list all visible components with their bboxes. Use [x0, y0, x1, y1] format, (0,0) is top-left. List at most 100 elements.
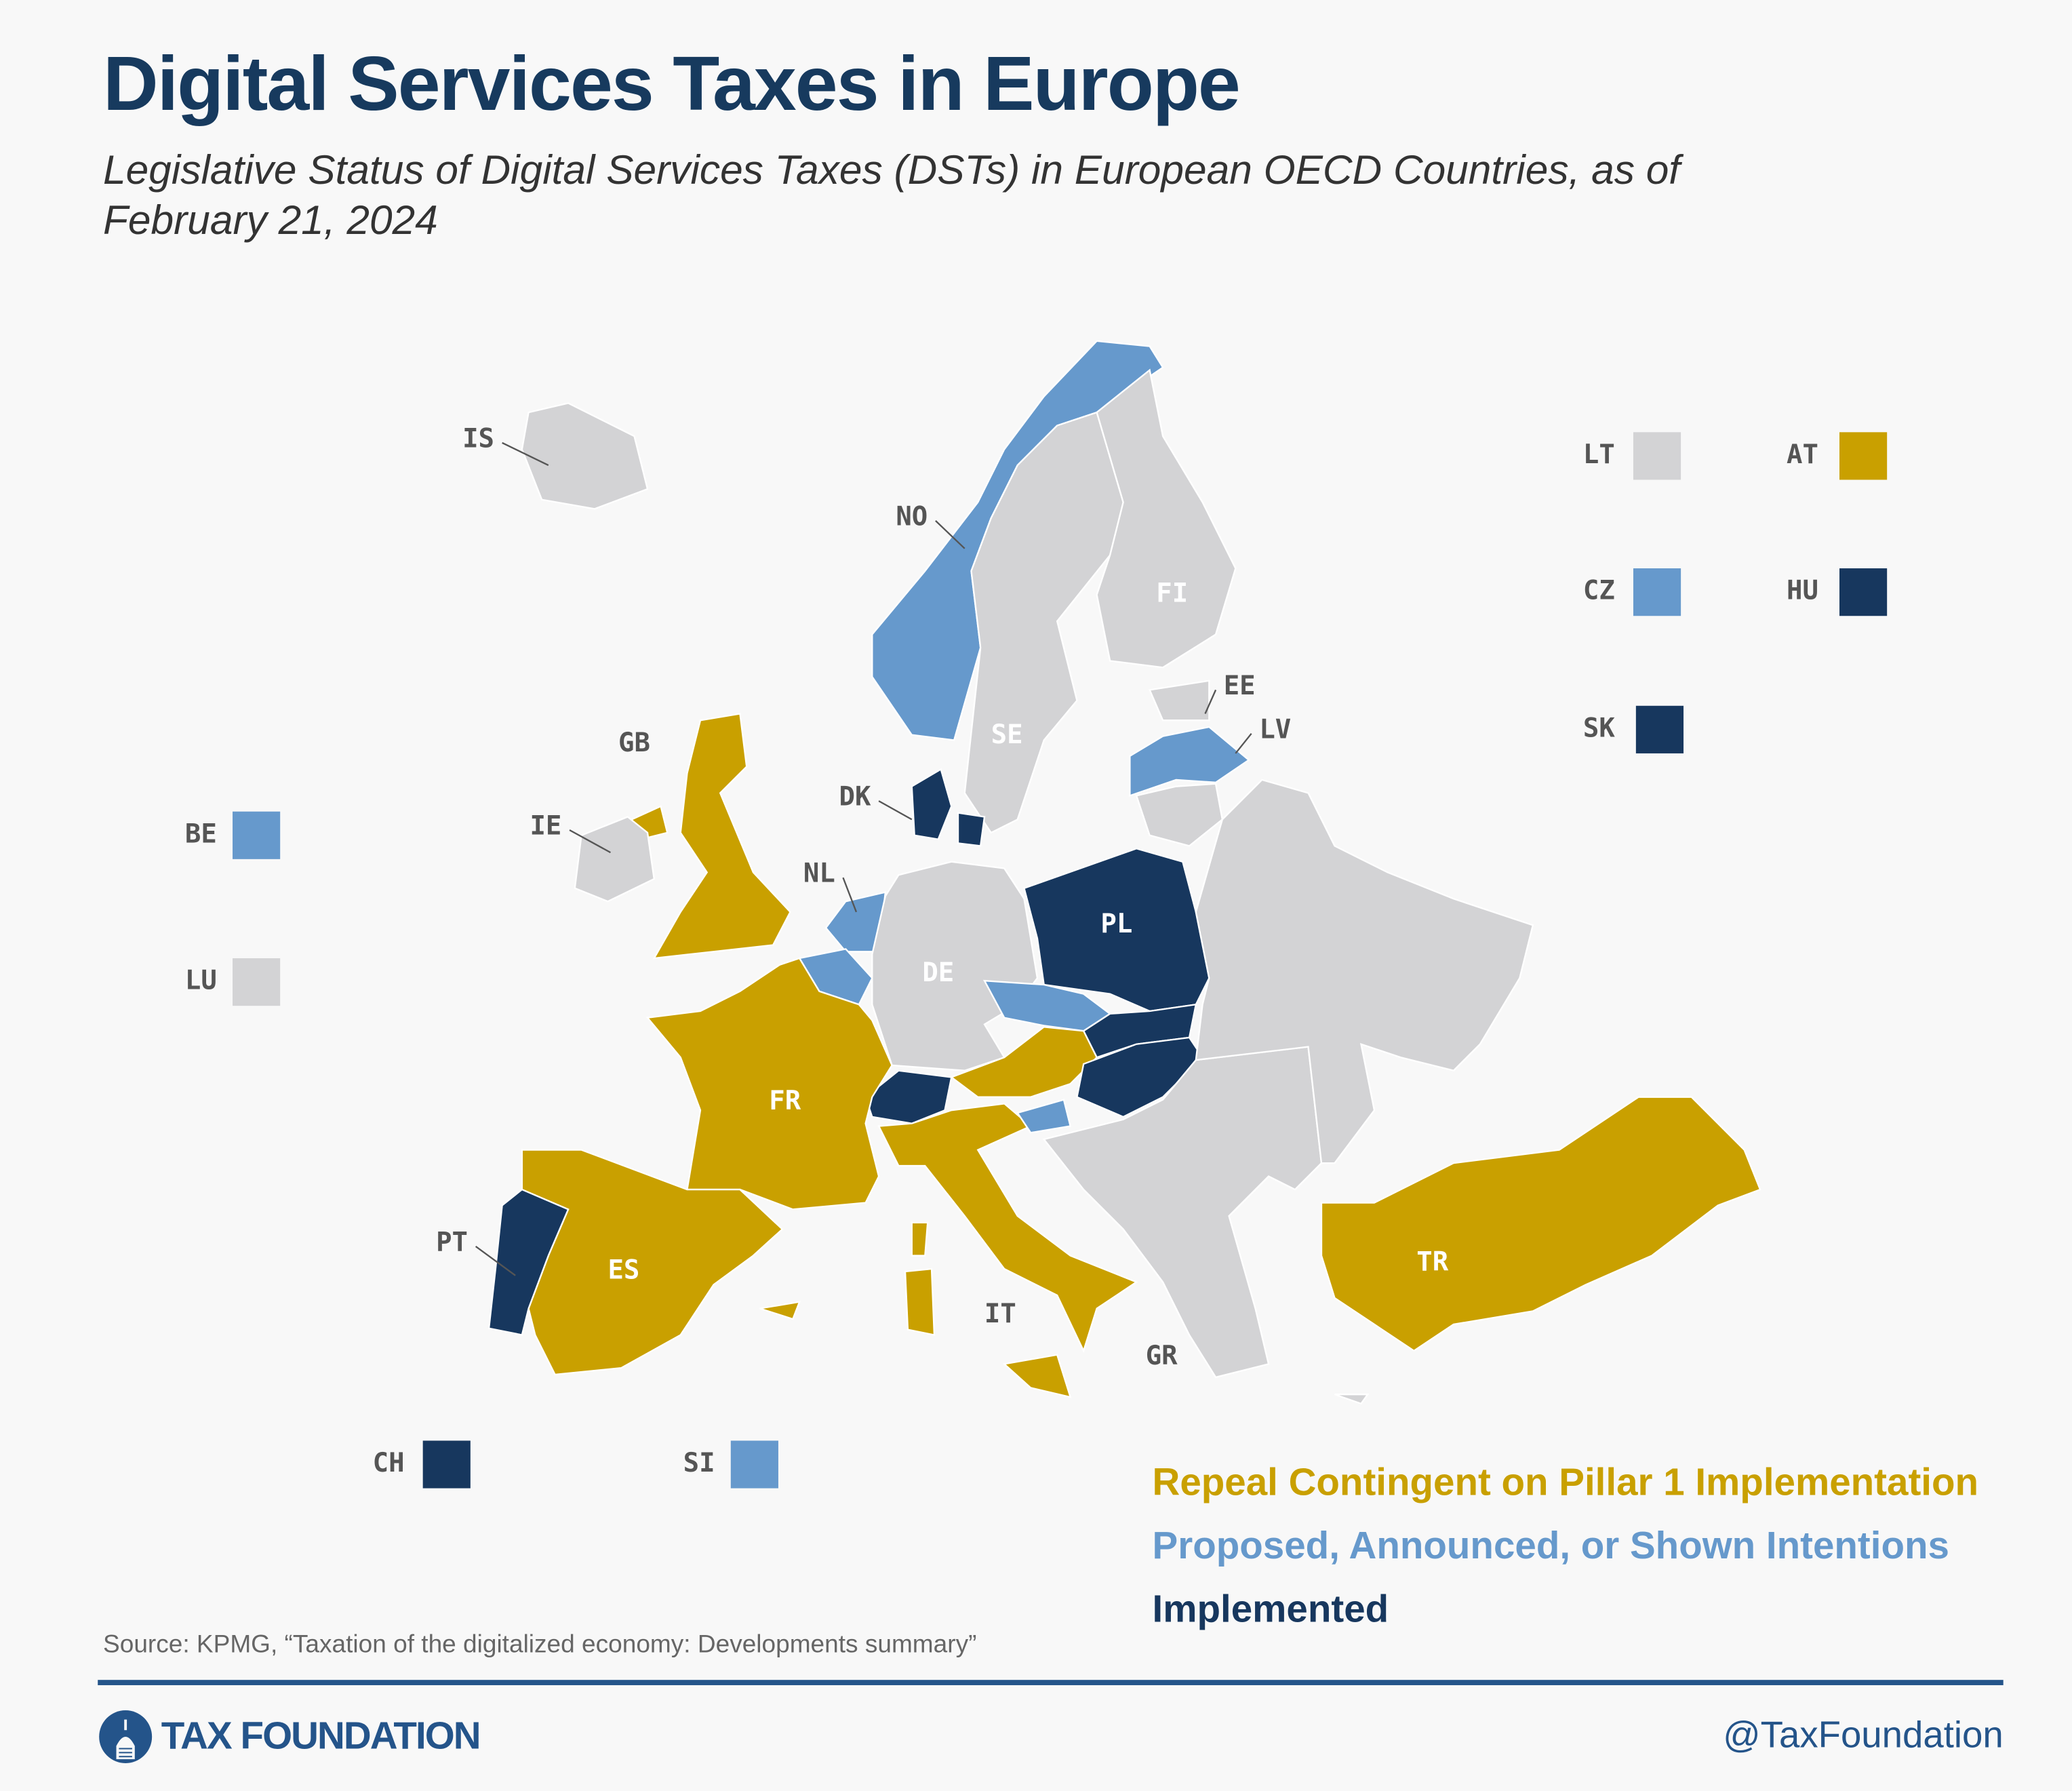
country-shape [1135, 783, 1224, 847]
inset-label-ch: CH [373, 1448, 405, 1478]
legend: Repeal Contingent on Pillar 1 Implementa… [1153, 1451, 1978, 1642]
country-nl [824, 891, 887, 953]
country-de [871, 861, 1039, 1071]
map-label-ee: EE [1224, 671, 1256, 701]
country-shape [487, 1188, 570, 1336]
map-label-es: ES [607, 1255, 639, 1285]
inset-label-sk: SK [1583, 713, 1615, 743]
country-lv [1129, 726, 1250, 797]
country-at [949, 1026, 1098, 1098]
inset-label-lu: LU [185, 966, 217, 996]
map-label-dk: DK [839, 782, 871, 812]
inset-swatch-hu [1839, 568, 1888, 616]
inset-swatch-be [233, 811, 281, 859]
map-label-fr: FR [769, 1086, 801, 1116]
inset-label-be: BE [185, 819, 217, 849]
country-shape [759, 1301, 801, 1320]
inset-label-cz: CZ [1583, 576, 1615, 606]
country-is [521, 402, 649, 510]
country-pt [487, 1188, 570, 1336]
country-shape [963, 411, 1124, 834]
country-shape [949, 1026, 1098, 1098]
inset-label-at: AT [1787, 439, 1818, 470]
country-shape [1002, 1354, 1072, 1398]
page-subtitle: Legislative Status of Digital Services T… [103, 146, 1681, 243]
country-shape [1195, 779, 1534, 1164]
map-label-lv: LV [1259, 714, 1291, 745]
country-shape [1082, 1003, 1197, 1059]
page-title: Digital Services Taxes in Europe [103, 41, 1241, 127]
legend-implemented: Implemented [1152, 1588, 1389, 1632]
country-shape [1334, 1394, 1370, 1405]
country-ch [864, 1069, 953, 1124]
map-label-pt: PT [436, 1227, 468, 1258]
map-label-tr: TR [1416, 1247, 1448, 1278]
leader-line [1204, 689, 1217, 714]
country-shape [911, 1221, 929, 1257]
country-dk [911, 768, 986, 847]
map-label-ie: IE [530, 811, 561, 842]
inset-label-hu: HU [1787, 576, 1818, 606]
map-label-it: IT [984, 1299, 1016, 1329]
brand-name: TAX FOUNDATION [161, 1714, 481, 1758]
inset-swatch-sk [1635, 705, 1684, 753]
map-label-no: NO [896, 502, 928, 532]
inset-swatch-cz [1633, 568, 1681, 616]
country-shape [645, 957, 893, 1211]
country-it [877, 1103, 1138, 1398]
map-label-gb: GB [618, 728, 650, 758]
country-shape [957, 812, 986, 847]
country-east [1195, 779, 1534, 1164]
inset-swatch-si [730, 1440, 778, 1489]
country-se [963, 411, 1124, 834]
country-sk [1082, 1003, 1197, 1059]
inset-label-si: SI [683, 1448, 715, 1478]
country-ie [574, 816, 656, 903]
leader-line [475, 1245, 516, 1276]
map-label-de: DE [922, 958, 954, 988]
country-shape [1016, 1099, 1072, 1134]
leader-line [842, 877, 858, 913]
country-shape [652, 713, 791, 960]
inset-swatch-lu [233, 958, 281, 1006]
country-shape [1148, 680, 1210, 722]
inset-swatch-ch [422, 1440, 471, 1489]
twitter-handle[interactable]: @TaxFoundation [1723, 1714, 2004, 1756]
country-lt [1135, 783, 1224, 847]
country-shape [911, 768, 953, 840]
country-shape [1320, 1096, 1761, 1352]
legend-repeal: Repeal Contingent on Pillar 1 Implementa… [1152, 1461, 1979, 1504]
divider [98, 1680, 2004, 1685]
inset-swatch-lt [1633, 432, 1681, 480]
map-label-se: SE [991, 720, 1023, 750]
inset-label-lt: LT [1583, 439, 1615, 470]
country-tr [1320, 1096, 1761, 1352]
country-shape [1096, 368, 1237, 669]
source-note: Source: KPMG, “Taxation of the digitaliz… [103, 1631, 977, 1659]
map-label-nl: NL [803, 859, 835, 889]
country-shape [574, 816, 656, 903]
inset-swatch-at [1839, 432, 1888, 480]
map-label-gr: GR [1146, 1341, 1178, 1371]
leader-line [502, 441, 549, 467]
country-gb [631, 713, 791, 960]
country-gr [1042, 1046, 1370, 1405]
tax-foundation-logo: TAX FOUNDATION [98, 1709, 481, 1765]
map-label-is: IS [462, 424, 494, 454]
leader-line [1235, 732, 1252, 754]
country-fi [1096, 368, 1237, 669]
leader-line [569, 829, 612, 854]
leader-line [878, 800, 913, 821]
country-si [1016, 1099, 1072, 1134]
legend-proposed: Proposed, Announced, or Shown Intentions [1152, 1525, 1949, 1568]
country-shape [871, 861, 1039, 1071]
country-ee [1148, 680, 1210, 722]
capitol-dome-icon [99, 1710, 153, 1763]
map-label-fi: FI [1156, 578, 1188, 609]
country-shape [877, 1103, 1138, 1354]
country-shape [521, 402, 649, 510]
country-shape [824, 891, 887, 953]
country-shape [904, 1267, 936, 1336]
leader-line [935, 520, 965, 549]
